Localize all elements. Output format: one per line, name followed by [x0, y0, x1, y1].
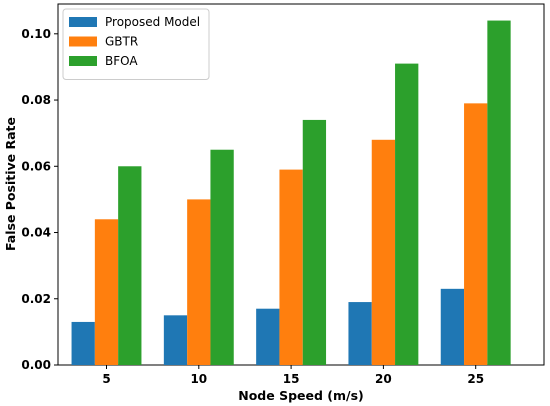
bar-gbtr-10 — [187, 199, 211, 365]
bar-proposed-model-25 — [440, 288, 465, 365]
x-axis: 5 10 15 20 25 — [102, 365, 484, 386]
y-axis: 0.00 0.02 0.04 0.06 0.08 0.10 — [21, 27, 58, 372]
x-tick-label: 25 — [467, 372, 484, 386]
bar-proposed-model-5 — [71, 321, 95, 365]
bar-bfoa-25 — [487, 20, 511, 366]
x-tick-label: 15 — [283, 372, 300, 386]
y-axis-title: False Positive Rate — [3, 117, 18, 251]
bar-bfoa-20 — [395, 63, 419, 366]
legend-box — [62, 8, 210, 80]
y-tick-label: 0.00 — [21, 358, 51, 372]
legend-label: GBTR — [105, 35, 138, 49]
bar-bfoa-10 — [210, 149, 234, 365]
y-tick-label: 0.10 — [21, 27, 51, 41]
legend-swatch-gbtr — [69, 36, 97, 47]
bar-gbtr-15 — [279, 169, 303, 365]
legend-label: Proposed Model — [105, 15, 200, 29]
x-axis-title: Node Speed (m/s) — [238, 388, 364, 403]
legend-label: BFOA — [105, 54, 138, 68]
bar-gbtr-20 — [371, 139, 396, 365]
bar-proposed-model-10 — [163, 315, 188, 365]
x-tick-label: 10 — [190, 372, 207, 386]
y-tick-label: 0.08 — [21, 93, 51, 107]
bar-proposed-model-15 — [256, 308, 280, 365]
legend: Proposed Model GBTR BFOA — [62, 8, 210, 80]
bar-bfoa-15 — [302, 119, 327, 365]
bar-bfoa-5 — [118, 166, 142, 365]
bar-gbtr-5 — [94, 219, 119, 365]
y-tick-label: 0.04 — [21, 226, 51, 240]
bars-group — [71, 20, 511, 366]
bar-gbtr-25 — [464, 103, 488, 366]
y-tick-label: 0.02 — [21, 292, 51, 306]
x-tick-label: 5 — [102, 372, 110, 386]
bar-proposed-model-20 — [348, 302, 372, 365]
legend-swatch-proposed-model — [69, 17, 97, 27]
y-tick-label: 0.06 — [21, 159, 51, 173]
x-tick-label: 20 — [375, 372, 392, 386]
legend-swatch-bfoa — [69, 56, 97, 66]
